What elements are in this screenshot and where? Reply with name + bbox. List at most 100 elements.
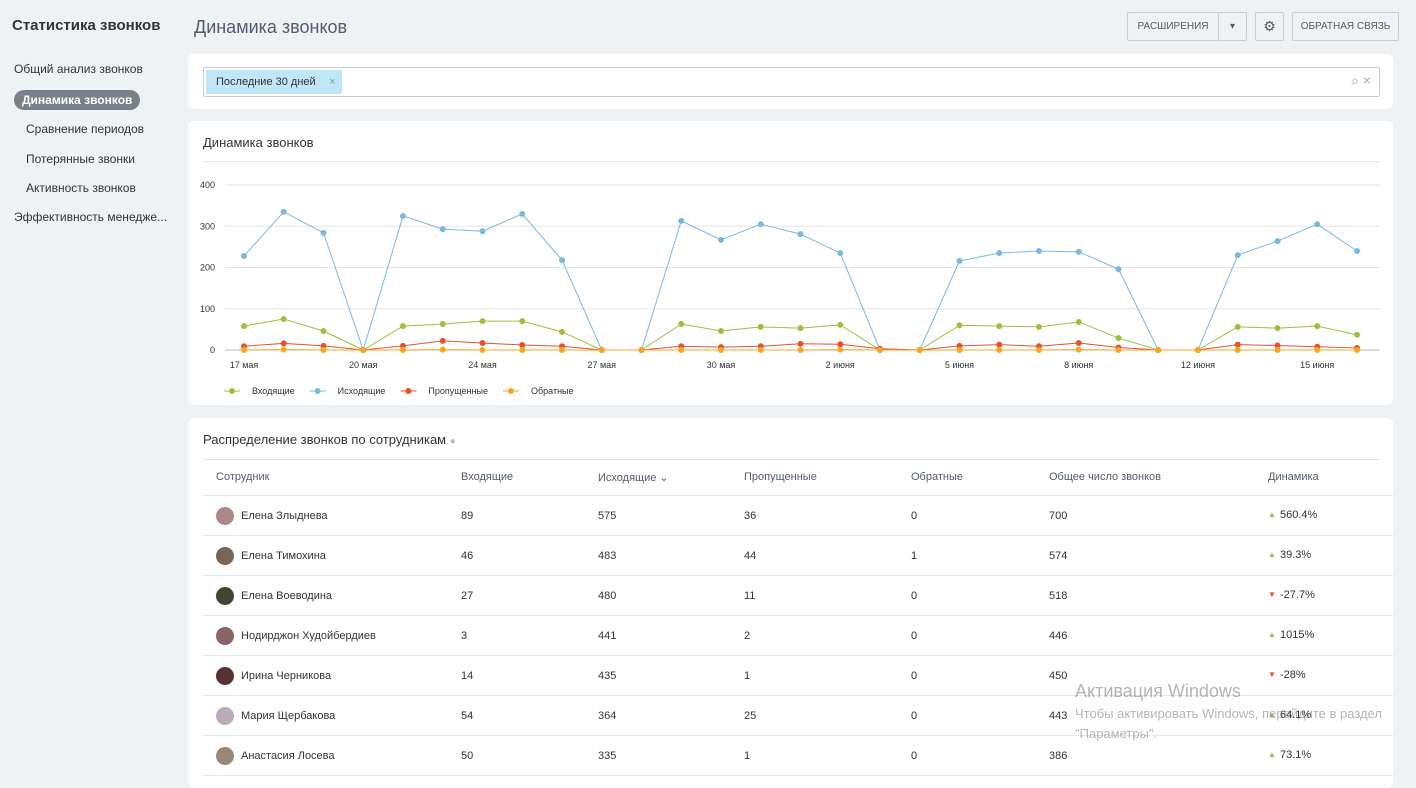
point — [1275, 325, 1281, 331]
table-cell: 46 — [461, 550, 473, 562]
avatar — [216, 507, 234, 525]
table-cell: 54 — [461, 710, 473, 722]
x-tick-label: 27 мая — [587, 360, 616, 370]
point — [718, 328, 724, 334]
point — [1235, 347, 1241, 353]
point — [400, 323, 406, 329]
point — [837, 322, 843, 328]
row-rule — [203, 775, 1393, 776]
button-label: РАСШИРЕНИЯ — [1138, 21, 1209, 32]
table-cell: 73.1% — [1280, 749, 1311, 761]
point — [1116, 347, 1122, 353]
point — [718, 237, 724, 243]
point — [678, 321, 684, 327]
point — [837, 347, 843, 353]
point — [440, 226, 446, 232]
point — [281, 347, 287, 353]
point — [599, 347, 605, 353]
point — [1275, 238, 1281, 244]
point — [917, 347, 923, 353]
menu-item[interactable]: Потерянные звонки — [26, 152, 135, 166]
menu-item[interactable]: Эффективность менедже... — [14, 210, 167, 224]
point — [758, 221, 764, 227]
settings-button[interactable]: ⚙ — [1255, 12, 1284, 41]
column-header[interactable]: Обратные — [911, 471, 963, 483]
table-cell: 443 — [1049, 710, 1067, 722]
feedback-button[interactable]: ОБРАТНАЯ СВЯЗЬ — [1292, 12, 1399, 41]
column-header[interactable]: Входящие — [461, 471, 513, 483]
point — [440, 338, 446, 344]
search-input[interactable]: Последние 30 дней× ⌕ × — [203, 67, 1380, 97]
point — [241, 347, 247, 353]
point — [837, 250, 843, 256]
menu-item[interactable]: Общий анализ звонков — [14, 62, 143, 76]
point — [480, 318, 486, 324]
x-tick-label: 20 мая — [349, 360, 378, 370]
point — [837, 341, 843, 347]
row-rule — [203, 655, 1393, 656]
table-cell: 335 — [598, 750, 616, 762]
x-tick-label: 8 июня — [1064, 360, 1093, 370]
x-tick-label: 30 мая — [707, 360, 736, 370]
y-tick-label: 400 — [200, 180, 215, 190]
column-header[interactable]: Исходящие ⌄ — [598, 471, 669, 484]
menu-item[interactable]: Активность звонков — [26, 181, 136, 195]
table-cell: 0 — [911, 670, 917, 682]
point — [1354, 248, 1360, 254]
point — [559, 347, 565, 353]
menu-item-active[interactable]: Динамика звонков — [14, 90, 140, 110]
point — [321, 328, 327, 334]
point — [1155, 347, 1161, 353]
filter-panel: Последние 30 дней× ⌕ × — [188, 54, 1393, 109]
dropdown-button[interactable]: ▾ — [1218, 12, 1247, 41]
table-panel: Распределение звонков по сотрудникам ● С… — [188, 418, 1393, 788]
table-cell: -27.7% — [1280, 589, 1315, 601]
trend-icon: ▼ — [1268, 590, 1276, 599]
point — [480, 347, 486, 353]
filter-tag[interactable]: Последние 30 дней× — [206, 70, 342, 94]
point — [281, 316, 287, 322]
table-cell: 435 — [598, 670, 616, 682]
menu-item[interactable]: Сравнение периодов — [26, 122, 144, 136]
avatar — [216, 627, 234, 645]
point — [877, 347, 883, 353]
table-cell: 441 — [598, 630, 616, 642]
table-cell: Мария Щербакова — [241, 710, 335, 722]
table-cell: 50 — [461, 750, 473, 762]
table-cell: Елена Тимохина — [241, 550, 326, 562]
table-cell: 574 — [1049, 550, 1067, 562]
column-header[interactable]: Сотрудник — [216, 471, 269, 483]
extensions-button[interactable]: РАСШИРЕНИЯ — [1127, 12, 1219, 41]
search-icons[interactable]: ⌕ × — [1351, 72, 1371, 89]
trend-icon: ▼ — [1268, 670, 1276, 679]
point — [1076, 347, 1082, 353]
sort-icon: ⌄ — [656, 472, 668, 484]
point — [678, 347, 684, 353]
point — [1036, 347, 1042, 353]
table-cell: 0 — [911, 590, 917, 602]
table-cell: 3 — [461, 630, 467, 642]
table-cell: 1015% — [1280, 629, 1314, 641]
column-header[interactable]: Общее число звонков — [1049, 471, 1161, 483]
point — [1036, 324, 1042, 330]
table-cell: 0 — [911, 750, 917, 762]
x-tick-label: 15 июня — [1300, 360, 1334, 370]
avatar — [216, 667, 234, 685]
point — [559, 257, 565, 263]
legend-label: Входящие — [252, 386, 295, 396]
avatar — [216, 747, 234, 765]
table-cell: 36 — [744, 510, 756, 522]
point — [798, 325, 804, 331]
point — [321, 347, 327, 353]
table-cell: 39.3% — [1280, 549, 1311, 561]
point — [758, 324, 764, 330]
column-header[interactable]: Динамика — [1268, 471, 1319, 483]
point — [1076, 319, 1082, 325]
tag-label: Последние 30 дней — [216, 76, 316, 88]
point — [957, 258, 963, 264]
table-cell: 1 — [911, 550, 917, 562]
legend-marker — [229, 388, 235, 394]
column-header[interactable]: Пропущенные — [744, 471, 817, 483]
point — [1314, 221, 1320, 227]
